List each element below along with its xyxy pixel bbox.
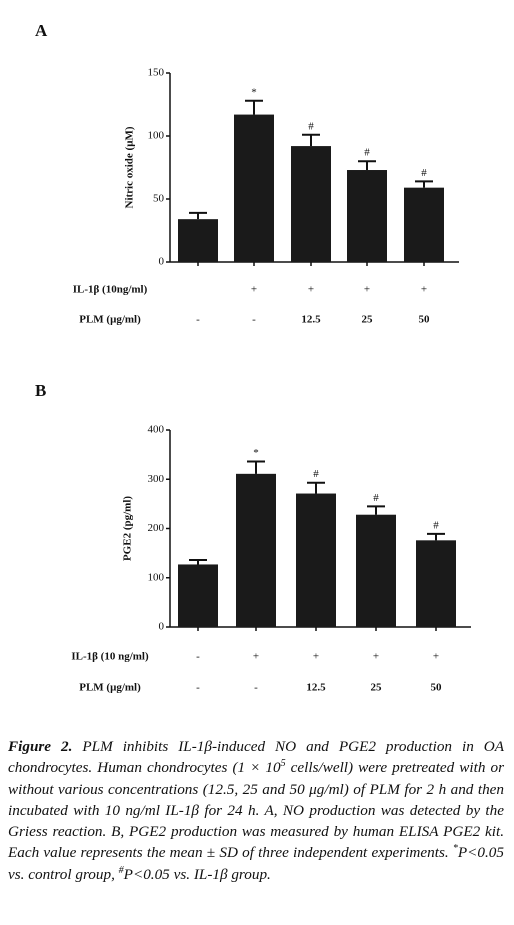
significance-mark: # — [308, 120, 314, 132]
row-value: - — [196, 314, 200, 326]
y-tick-label: 300 — [148, 473, 165, 485]
row-value: + — [308, 284, 314, 296]
caption: Figure 2. PLM inhibits IL-1β-induced NO … — [8, 736, 504, 885]
y-tick-label: 100 — [148, 130, 165, 142]
error-bar — [245, 99, 263, 115]
row-value: 50 — [419, 314, 431, 326]
row-value: + — [313, 651, 319, 663]
row-value: - — [252, 314, 256, 326]
error-bar — [415, 180, 433, 188]
caption-text: PLM inhibits IL-1β-induced NO and PGE2 p… — [8, 738, 504, 777]
bar — [291, 146, 331, 262]
caption-text: cells/well) were pretreated with or with… — [8, 759, 504, 862]
caption-text: P<0.05 vs. control group, — [8, 844, 504, 883]
error-bar — [302, 133, 320, 147]
row-value: 50 — [431, 682, 443, 694]
bar — [234, 114, 274, 262]
error-bar — [189, 211, 207, 220]
row-label: IL-1β (10ng/ml) — [73, 284, 148, 296]
row-value: + — [373, 651, 379, 663]
error-bar — [307, 481, 325, 494]
bar — [178, 564, 218, 627]
panel-label: A — [35, 21, 48, 40]
row-label: IL-1β (10 ng/ml) — [71, 651, 149, 663]
row-value: 12.5 — [306, 682, 326, 694]
row-value: 25 — [362, 314, 374, 326]
error-bar — [427, 532, 445, 541]
y-tick-label: 0 — [159, 621, 165, 633]
error-bar — [358, 160, 376, 171]
significance-mark: # — [433, 519, 439, 531]
row-value: 25 — [371, 682, 383, 694]
row-value: 12.5 — [301, 314, 321, 326]
bar — [404, 187, 444, 262]
row-value: + — [253, 651, 259, 663]
error-bar — [247, 460, 265, 474]
significance-mark: # — [373, 492, 379, 504]
y-tick-label: 400 — [148, 424, 165, 436]
row-value: - — [196, 651, 200, 663]
bar — [347, 170, 387, 262]
y-tick-label: 100 — [148, 571, 165, 583]
figure: A Nitric oxide (μM) 0 50 100 150 * # # # IL-1β (10… — [35, 21, 471, 694]
y-tick-label: 200 — [148, 522, 165, 534]
panel-label: B — [35, 381, 46, 400]
caption-sup: * — [452, 843, 458, 855]
significance-mark: * — [251, 86, 257, 98]
bar — [296, 493, 336, 627]
y-axis-label: PGE2 (pg/ml) — [122, 496, 134, 561]
y-tick-label: 50 — [153, 193, 165, 205]
significance-mark: * — [253, 447, 259, 459]
row-value: - — [254, 682, 258, 694]
row-value: + — [421, 284, 427, 296]
caption-text: P<0.05 vs. IL-1β group. — [123, 865, 271, 883]
row-label: PLM (μg/ml) — [79, 314, 141, 326]
error-bar — [367, 505, 385, 515]
y-axis-label: Nitric oxide (μM) — [124, 126, 136, 208]
bar — [416, 540, 456, 627]
row-value: + — [251, 284, 257, 296]
caption-label: Figure 2. — [8, 738, 73, 755]
y-tick-label: 150 — [148, 67, 165, 79]
row-value: - — [196, 682, 200, 694]
significance-mark: # — [313, 468, 319, 480]
bar — [236, 473, 276, 627]
caption-sup: 5 — [280, 758, 286, 770]
significance-mark: # — [364, 147, 370, 159]
y-tick-label: 0 — [159, 256, 165, 268]
caption-sup: # — [118, 864, 124, 876]
error-bar — [189, 559, 207, 565]
bar — [356, 514, 396, 627]
significance-mark: # — [421, 167, 427, 179]
bar — [178, 219, 218, 262]
row-value: + — [433, 651, 439, 663]
row-label: PLM (μg/ml) — [79, 682, 141, 694]
row-value: + — [364, 284, 370, 296]
